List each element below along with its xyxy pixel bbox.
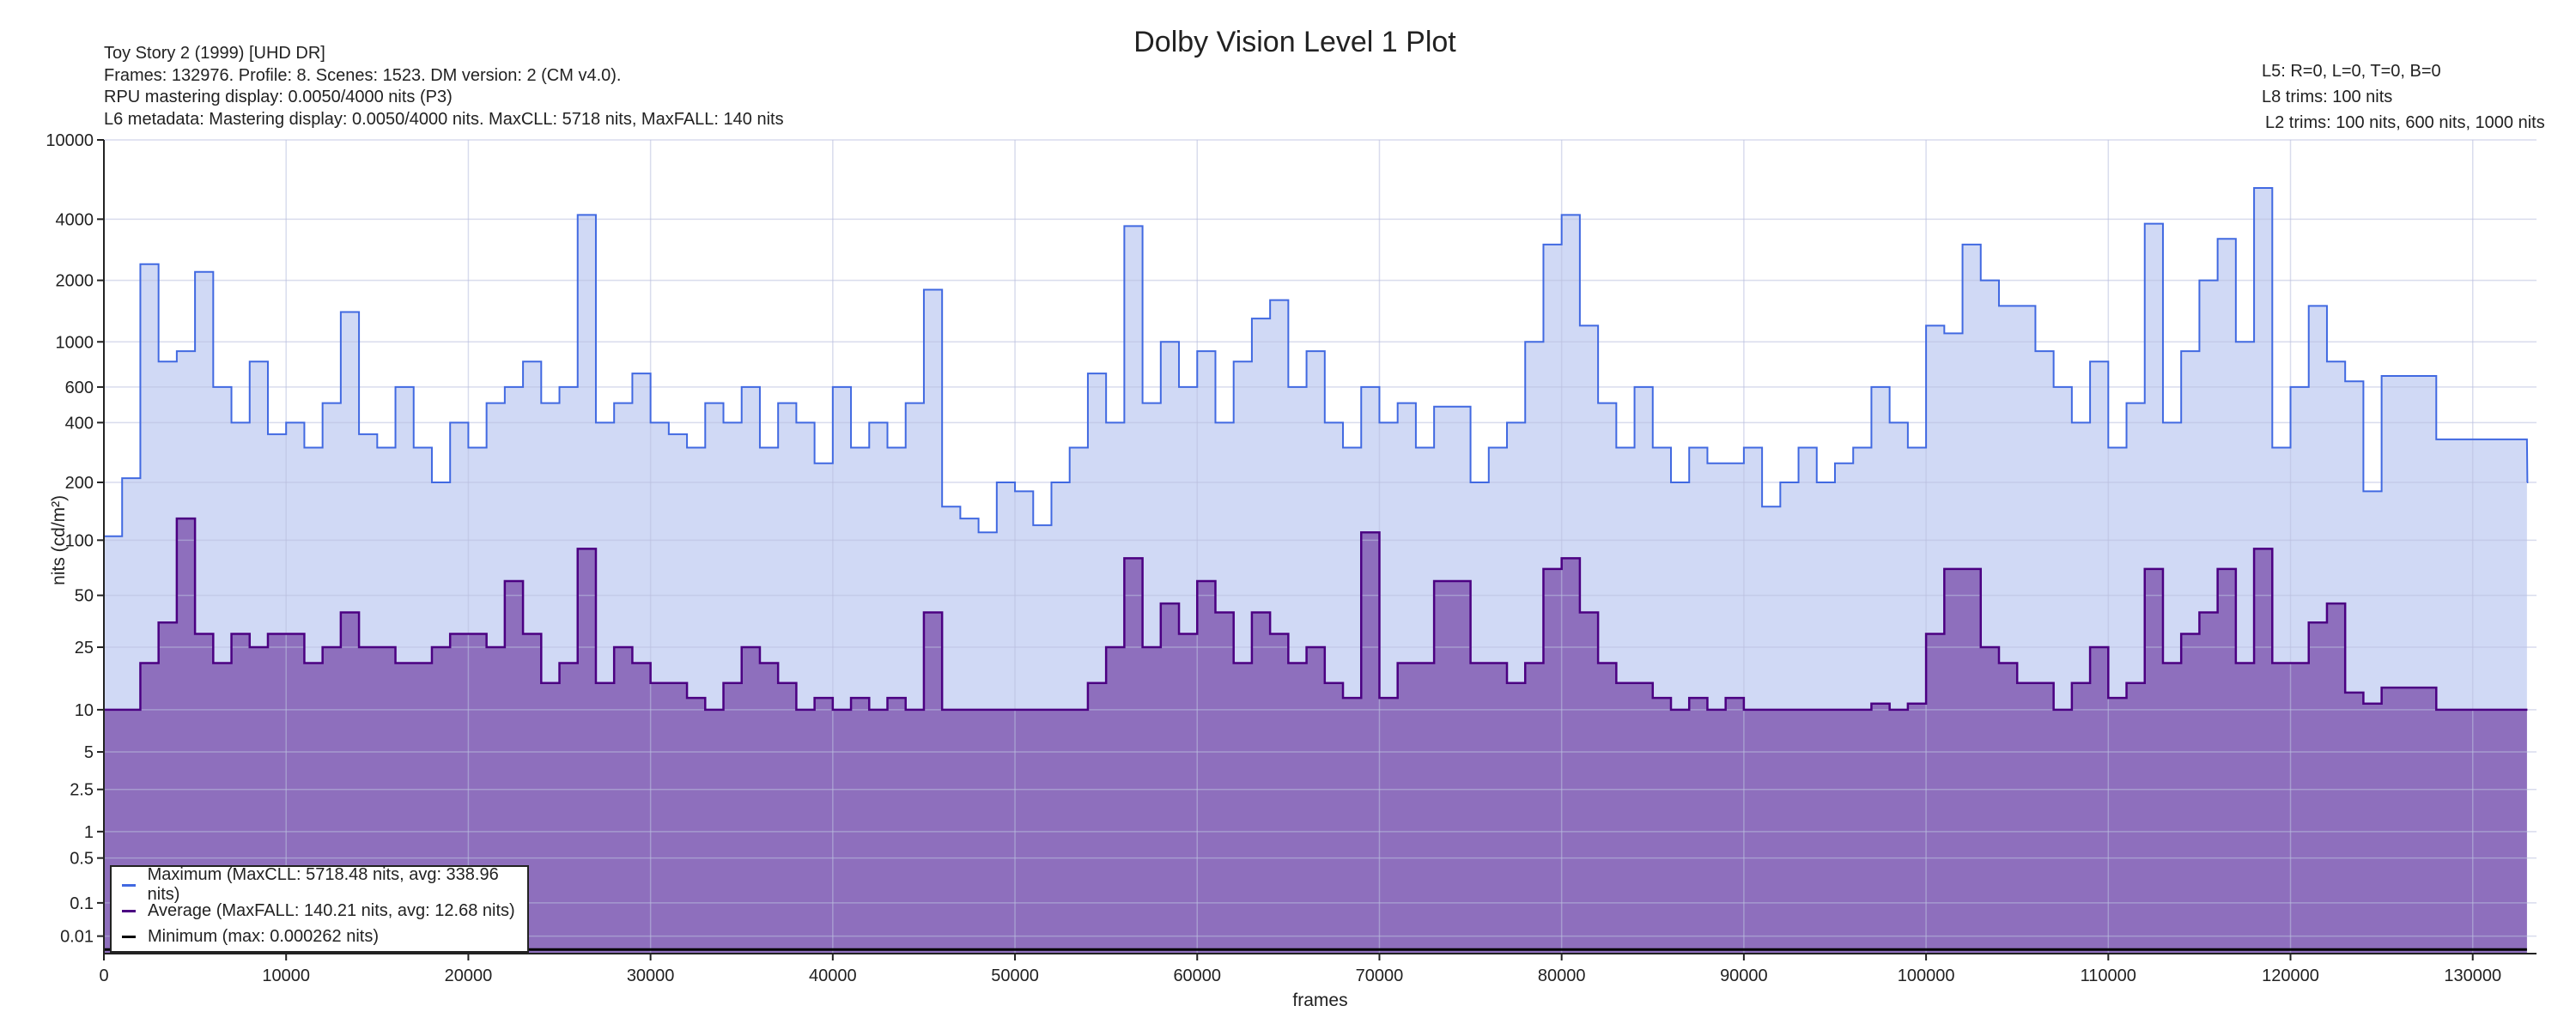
info-line-movie: Toy Story 2 (1999) [UHD DR] bbox=[104, 44, 325, 63]
y-tick-label: 0.01 bbox=[60, 928, 94, 947]
x-tick-label: 110000 bbox=[2081, 966, 2136, 985]
y-axis-label: nits (cd/m²) bbox=[49, 495, 69, 585]
legend-label-maximum: Maximum (MaxCLL: 5718.48 nits, avg: 338.… bbox=[147, 865, 499, 904]
average-fill bbox=[104, 518, 2528, 954]
x-tick-label: 130000 bbox=[2444, 966, 2501, 985]
info-line-l6: L6 metadata: Mastering display: 0.0050/4… bbox=[104, 109, 784, 129]
x-tick-label: 60000 bbox=[1173, 966, 1221, 985]
x-tick-label: 100000 bbox=[1898, 966, 1955, 985]
x-tick-label: 120000 bbox=[2262, 966, 2319, 985]
y-tick-label: 50 bbox=[75, 587, 94, 606]
y-tick-label: 4000 bbox=[56, 210, 94, 229]
x-tick-label: 90000 bbox=[1720, 966, 1768, 985]
legend: Maximum (MaxCLL: 5718.48 nits, avg: 338.… bbox=[110, 865, 529, 953]
y-tick-label: 2000 bbox=[56, 272, 94, 291]
y-tick-label: 5 bbox=[84, 743, 94, 762]
y-tick-label: 100 bbox=[65, 531, 94, 550]
y-tick-label: 1000 bbox=[56, 333, 94, 352]
y-tick-label: 25 bbox=[75, 639, 94, 657]
x-tick-label: 0 bbox=[99, 966, 108, 985]
chart-title: Dolby Vision Level 1 Plot bbox=[1133, 26, 1456, 58]
info-line-l5: L5: R=0, L=0, T=0, B=0 bbox=[2262, 62, 2441, 81]
y-tick-label: 10000 bbox=[46, 131, 94, 150]
info-line-rpu: RPU mastering display: 0.0050/4000 nits … bbox=[104, 88, 453, 106]
legend-label-average: Average (MaxFALL: 140.21 nits, avg: 12.6… bbox=[148, 900, 515, 920]
legend-label-minimum: Minimum (max: 0.000262 nits) bbox=[148, 926, 379, 946]
info-line-l8: L8 trims: 100 nits bbox=[2262, 88, 2393, 106]
legend-swatch-average bbox=[122, 909, 136, 912]
y-tick-label: 0.1 bbox=[70, 894, 94, 913]
legend-item-average: Average (MaxFALL: 140.21 nits, avg: 12.6… bbox=[122, 898, 527, 924]
x-tick-label: 80000 bbox=[1538, 966, 1586, 985]
x-tick-label: 40000 bbox=[809, 966, 857, 985]
info-line-frames: Frames: 132976. Profile: 8. Scenes: 1523… bbox=[104, 65, 622, 85]
info-line-l2: L2 trims: 100 nits, 600 nits, 1000 nits bbox=[2265, 113, 2545, 132]
y-tick-label: 200 bbox=[65, 474, 94, 493]
trims-block: L5: R=0, L=0, T=0, B=0 L8 trims: 100 nit… bbox=[2262, 58, 2545, 136]
info-block: Toy Story 2 (1999) [UHD DR] Frames: 1329… bbox=[104, 43, 784, 130]
x-tick-label: 50000 bbox=[991, 966, 1039, 985]
x-axis-label: frames bbox=[1292, 991, 1347, 1010]
x-tick-label: 30000 bbox=[627, 966, 675, 985]
y-tick-label: 1 bbox=[84, 823, 94, 842]
y-tick-label: 10 bbox=[75, 701, 94, 720]
x-tick-label: 70000 bbox=[1356, 966, 1404, 985]
y-tick-label: 2.5 bbox=[70, 781, 94, 800]
y-tick-label: 600 bbox=[65, 379, 94, 397]
x-tick-label: 10000 bbox=[262, 966, 310, 985]
y-tick-label: 400 bbox=[65, 414, 94, 433]
y-tick-label: 0.5 bbox=[70, 850, 94, 869]
maximum-series-line bbox=[104, 187, 2529, 537]
legend-item-maximum: Maximum (MaxCLL: 5718.48 nits, avg: 338.… bbox=[122, 865, 527, 904]
legend-item-minimum: Minimum (max: 0.000262 nits) bbox=[122, 924, 527, 949]
legend-swatch-maximum bbox=[122, 883, 136, 887]
legend-swatch-minimum bbox=[122, 935, 136, 938]
average-series-line bbox=[104, 517, 2528, 712]
x-tick-label: 20000 bbox=[445, 966, 493, 985]
